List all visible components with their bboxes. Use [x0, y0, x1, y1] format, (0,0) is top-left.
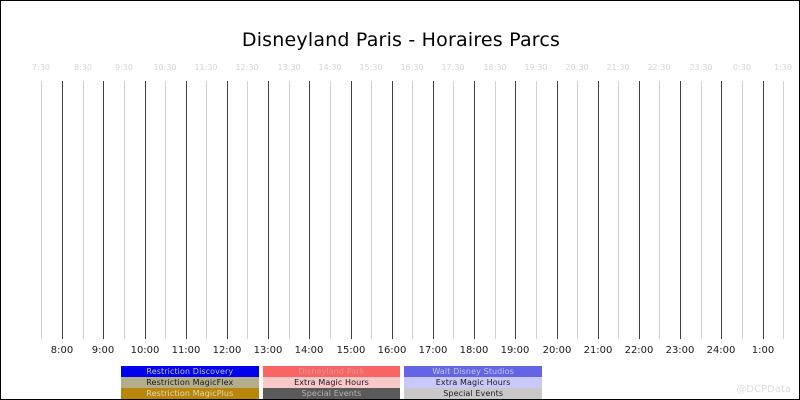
- legend-item-disneyland-park-1[interactable]: Extra Magic Hours: [262, 377, 401, 388]
- watermark: @DCPData: [736, 384, 791, 395]
- top-tick-label: 1:30: [774, 63, 792, 72]
- bottom-tick-label: 23:00: [665, 345, 695, 356]
- top-tick-label: 19:30: [524, 63, 548, 72]
- top-tick-label: 22:30: [647, 63, 671, 72]
- gridline-major: [103, 81, 104, 339]
- gridline-minor: [247, 81, 248, 339]
- bottom-tick-label: 21:00: [583, 345, 613, 356]
- gridline-minor: [371, 81, 372, 339]
- bottom-tick-label: 10:00: [130, 345, 160, 356]
- gridline-major: [62, 81, 63, 339]
- top-tick-label: 14:30: [318, 63, 342, 72]
- bottom-tick-label: 20:00: [542, 345, 572, 356]
- legend-item-restrictions-0[interactable]: Restriction Discovery: [121, 366, 259, 377]
- bottom-tick-label: 16:00: [377, 345, 407, 356]
- top-tick-label: 11:30: [194, 63, 218, 72]
- bottom-tick-label: 13:00: [253, 345, 283, 356]
- gridline-minor: [289, 81, 290, 339]
- gridline-major: [392, 81, 393, 339]
- page-title: Disneyland Paris - Horaires Parcs: [241, 29, 561, 51]
- gridline-minor: [783, 81, 784, 339]
- gridline-major: [680, 81, 681, 339]
- bottom-tick-label: 18:00: [459, 345, 489, 356]
- gridline-major: [309, 81, 310, 339]
- gridline-minor: [536, 81, 537, 339]
- top-tick-label: 21:30: [606, 63, 630, 72]
- top-tick-label: 23:30: [689, 63, 713, 72]
- gridline-minor: [124, 81, 125, 339]
- gridline-minor: [742, 81, 743, 339]
- gridline-minor: [659, 81, 660, 339]
- gridline-minor: [577, 81, 578, 339]
- gridline-minor: [453, 81, 454, 339]
- gridline-major: [763, 81, 764, 339]
- legend: Restriction Discovery Disneyland Park Walt…: [121, 366, 542, 399]
- bottom-tick-label: 24:00: [706, 345, 736, 356]
- gridline-major: [721, 81, 722, 339]
- gridline-minor: [41, 81, 42, 339]
- top-tick-label: 8:30: [74, 63, 92, 72]
- top-tick-label: 12:30: [235, 63, 259, 72]
- gridline-major: [145, 81, 146, 339]
- gridline-major: [639, 81, 640, 339]
- gridline-minor: [330, 81, 331, 339]
- bottom-tick-label: 15:00: [336, 345, 366, 356]
- bottom-tick-label: 14:00: [294, 345, 324, 356]
- bottom-tick-label: 9:00: [91, 345, 115, 356]
- top-tick-label: 13:30: [277, 63, 301, 72]
- gridline-major: [515, 81, 516, 339]
- gridline-major: [268, 81, 269, 339]
- top-tick-label: 15:30: [359, 63, 383, 72]
- gridline-major: [598, 81, 599, 339]
- top-tick-label: 20:30: [565, 63, 589, 72]
- top-tick-label: 18:30: [483, 63, 507, 72]
- bottom-tick-label: 17:00: [418, 345, 448, 356]
- gridline-minor: [412, 81, 413, 339]
- gridline-minor: [206, 81, 207, 339]
- bottom-tick-label: 8:00: [50, 345, 74, 356]
- legend-item-walt-disney-studios-1[interactable]: Extra Magic Hours: [404, 377, 542, 388]
- top-tick-label: 10:30: [153, 63, 177, 72]
- top-tick-label: 9:30: [115, 63, 133, 72]
- top-tick-label: 0:30: [733, 63, 751, 72]
- gridline-major: [433, 81, 434, 339]
- gridline-minor: [165, 81, 166, 339]
- bottom-tick-label: 11:00: [171, 345, 201, 356]
- gridline-major: [557, 81, 558, 339]
- bottom-tick-label: 19:00: [500, 345, 530, 356]
- gridline-minor: [83, 81, 84, 339]
- gridline-minor: [701, 81, 702, 339]
- top-tick-label: 7:30: [32, 63, 50, 72]
- legend-item-disneyland-park-2[interactable]: Special Events: [262, 388, 401, 399]
- legend-item-disneyland-park-0[interactable]: Disneyland Park: [262, 366, 401, 377]
- gridline-major: [474, 81, 475, 339]
- legend-item-restrictions-2[interactable]: Restriction MagicPlus: [121, 388, 259, 399]
- bottom-tick-label: 12:00: [212, 345, 242, 356]
- top-tick-label: 17:30: [441, 63, 465, 72]
- plot-area: 7:30 8:30 9:30 10:30 11:30 12:30 13:30 14:30 15:…: [1, 63, 799, 341]
- legend-item-restrictions-1[interactable]: Restriction MagicFlex: [121, 377, 259, 388]
- gridline-major: [186, 81, 187, 339]
- gridline-minor: [618, 81, 619, 339]
- legend-item-walt-disney-studios-2[interactable]: Special Events: [404, 388, 542, 399]
- bottom-tick-label: 1:00: [751, 345, 775, 356]
- gridline-minor: [495, 81, 496, 339]
- legend-item-walt-disney-studios-0[interactable]: Walt Disney Studios: [404, 366, 542, 377]
- gridline-major: [351, 81, 352, 339]
- top-tick-label: 16:30: [400, 63, 424, 72]
- bottom-tick-label: 22:00: [624, 345, 654, 356]
- gridline-major: [227, 81, 228, 339]
